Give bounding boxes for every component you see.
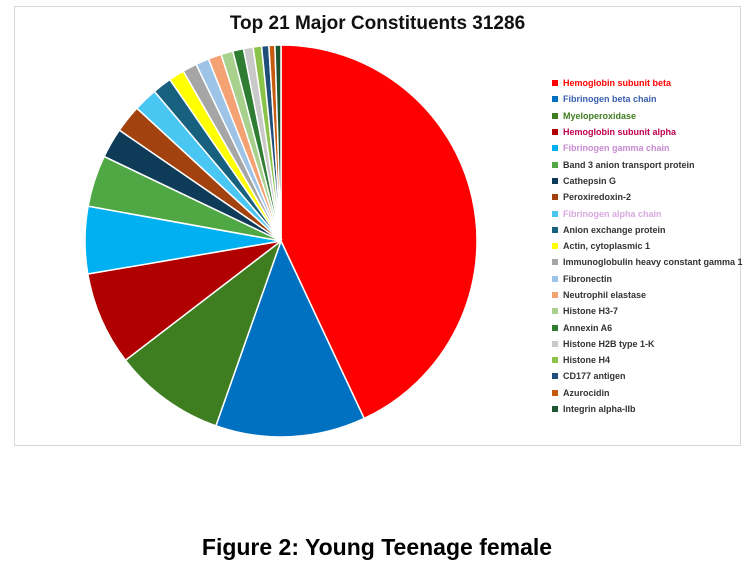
chart-legend: Hemoglobin subunit beta Fibrinogen beta c…	[552, 75, 743, 417]
legend-label: Peroxiredoxin-2	[563, 192, 632, 203]
legend-label: Annexin A6	[563, 322, 613, 333]
legend-swatch	[552, 177, 558, 184]
legend-swatch	[552, 308, 558, 315]
legend-swatch	[552, 129, 558, 136]
legend-item-7: Cathepsin G	[552, 173, 743, 189]
legend-label: Hemoglobin subunit beta	[563, 78, 671, 89]
legend-swatch	[552, 340, 558, 347]
legend-label: Histone H2B type 1-K	[563, 338, 655, 349]
legend-swatch	[552, 161, 558, 168]
legend-swatch	[552, 324, 558, 331]
legend-swatch	[552, 275, 558, 282]
legend-label: Fibrinogen gamma chain	[563, 143, 670, 154]
legend-swatch	[552, 112, 558, 119]
legend-item-12: Immunoglobulin heavy constant gamma 1	[552, 254, 743, 270]
legend-item-11: Actin, cytoplasmic 1	[552, 238, 743, 254]
pie-slice-1	[280, 44, 478, 420]
legend-swatch	[552, 226, 558, 233]
legend-item-15: Histone H3-7	[552, 303, 743, 319]
legend-item-1: Hemoglobin subunit beta	[552, 75, 743, 91]
legend-item-17: Histone H2B type 1-K	[552, 336, 743, 352]
legend-item-14: Neutrophil elastase	[552, 287, 743, 303]
legend-item-9: Fibrinogen alpha chain	[552, 205, 743, 221]
legend-label: Neutrophil elastase	[563, 290, 647, 300]
legend-item-4: Hemoglobin subunit alpha	[552, 124, 743, 140]
legend-item-21: Integrin alpha-IIb	[552, 401, 743, 417]
legend-swatch	[552, 210, 558, 217]
legend-swatch	[552, 80, 558, 87]
legend-label: Immunoglobulin heavy constant gamma 1	[563, 257, 743, 268]
legend-label: Fibrinogen alpha chain	[563, 208, 662, 219]
pie-chart	[84, 44, 478, 438]
legend-item-19: CD177 antigen	[552, 368, 743, 384]
legend-item-6: Band 3 anion transport protein	[552, 156, 743, 172]
chart-title: Top 21 Major Constituents 31286	[229, 13, 526, 34]
legend-label: Anion exchange protein	[563, 224, 666, 235]
legend-item-3: Myeloperoxidase	[552, 108, 743, 124]
legend-swatch	[552, 194, 558, 201]
pie-slice-2	[214, 239, 366, 438]
legend-swatch	[552, 145, 558, 152]
legend-swatch	[552, 292, 558, 298]
legend-label: Actin, cytoplasmic 1	[563, 241, 651, 252]
legend-swatch	[552, 259, 558, 266]
legend-label: Hemoglobin subunit alpha	[563, 127, 676, 138]
legend-swatch	[552, 389, 558, 396]
pie-slice-4	[86, 240, 282, 362]
legend-label: Integrin alpha-IIb	[563, 404, 636, 415]
legend-item-13: Fibronectin	[552, 271, 743, 287]
legend-label: Band 3 anion transport protein	[563, 159, 695, 170]
legend-swatch	[552, 243, 558, 250]
legend-swatch	[552, 406, 558, 413]
legend-label: Fibrinogen beta chain	[563, 94, 657, 105]
legend-label: Fibronectin	[563, 273, 612, 284]
legend-item-16: Annexin A6	[552, 319, 743, 335]
legend-item-2: Fibrinogen beta chain	[552, 91, 743, 107]
figure-caption: Figure 2: Young Teenage female	[201, 534, 553, 560]
pie-slice-3	[124, 238, 283, 427]
pie-slice-21	[274, 44, 282, 242]
legend-swatch	[552, 357, 558, 364]
legend-swatch	[552, 373, 558, 380]
legend-item-10: Anion exchange protein	[552, 222, 743, 238]
legend-label: Cathepsin G	[563, 175, 617, 186]
legend-item-18: Histone H4	[552, 352, 743, 368]
chart-area: Top 21 Major Constituents 31286 Hemoglob…	[14, 6, 743, 446]
legend-label: Histone H4	[563, 355, 611, 366]
legend-item-5: Fibrinogen gamma chain	[552, 140, 743, 156]
legend-swatch	[552, 96, 558, 103]
legend-label: Histone H3-7	[563, 306, 619, 317]
legend-label: Myeloperoxidase	[563, 110, 637, 121]
legend-label: CD177 antigen	[563, 371, 626, 382]
legend-label: Azurocidin	[563, 387, 610, 398]
legend-item-8: Peroxiredoxin-2	[552, 189, 743, 205]
legend-item-20: Azurocidin	[552, 385, 743, 401]
